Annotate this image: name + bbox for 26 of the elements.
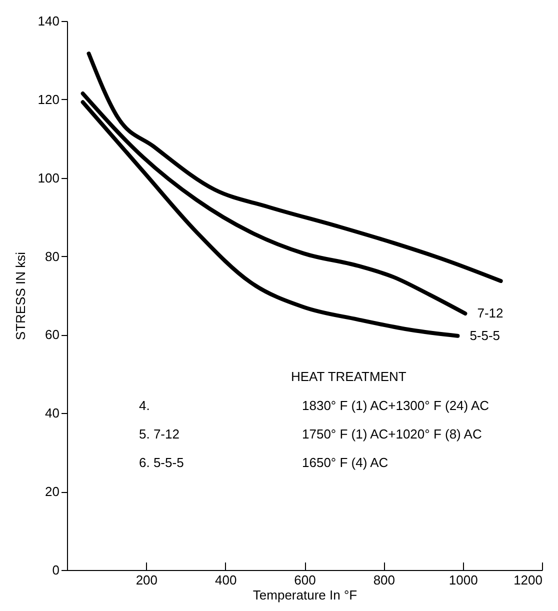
x-tick-label: 600 <box>294 572 316 588</box>
annotation: 5. 7-12 <box>139 426 180 442</box>
annotation: 4. <box>139 398 150 413</box>
y-tick-label: 140 <box>38 14 60 28</box>
y-tick-label: 40 <box>45 406 60 421</box>
line-series <box>86 52 503 283</box>
y-axis-title: STRESS IN ksi <box>12 252 28 340</box>
y-tick-label: 120 <box>38 92 60 107</box>
x-axis-title: Temperature In °F <box>252 588 358 602</box>
annotation: 1830° F (1) AC+1300° F (24) AC <box>302 398 490 413</box>
series-label: 5-5-5 <box>470 328 500 343</box>
y-tick-label: 0 <box>52 562 60 578</box>
x-tick-label: 1200 <box>514 572 542 588</box>
x-tick-label: 800 <box>373 572 396 588</box>
y-tick-label: 80 <box>45 248 60 264</box>
x-tick-label: 400 <box>214 572 237 588</box>
annotation: 6. 5-5-5 <box>139 455 184 470</box>
series-label: 7-12 <box>477 306 504 321</box>
y-tick-label: 100 <box>38 170 60 186</box>
y-tick-label: 20 <box>45 484 60 500</box>
y-tick-label: 60 <box>45 327 60 342</box>
annotation: 1650° F (4) AC <box>302 455 388 470</box>
x-tick-label: 200 <box>136 572 158 588</box>
annotation: HEAT TREATMENT <box>291 369 406 384</box>
annotation: 1750° F (1) AC+1020° F (8) AC <box>302 426 482 442</box>
x-tick-label: 1000 <box>448 572 478 588</box>
